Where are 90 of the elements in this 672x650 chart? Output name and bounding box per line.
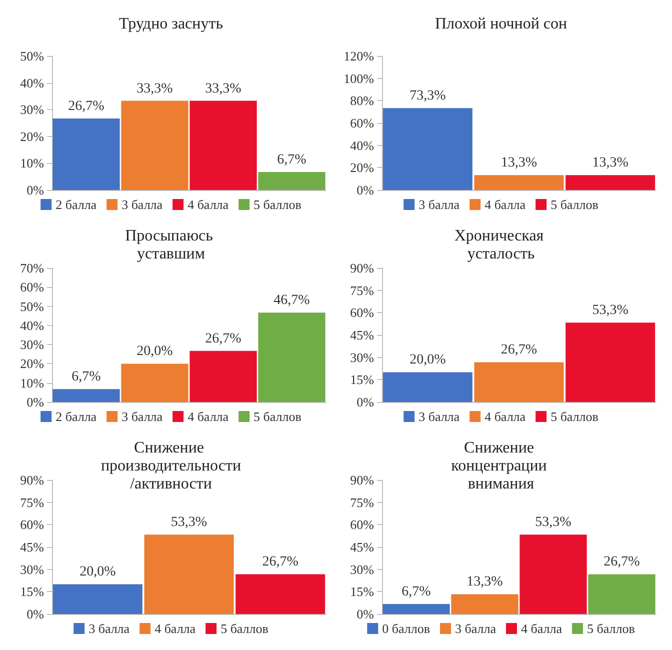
- y-tick-label: 40%: [20, 318, 44, 333]
- legend-label: 3 балла: [122, 197, 163, 212]
- y-tick-label: 60%: [350, 517, 374, 532]
- y-tick-label: 0%: [26, 394, 44, 410]
- chart-title: Хроническая усталость: [454, 228, 548, 262]
- y-tick-label: 75%: [20, 494, 44, 510]
- data-label: 20,0%: [136, 344, 174, 360]
- y-tick-label: 70%: [20, 260, 44, 276]
- y-tick-label: 0%: [356, 606, 374, 622]
- y-tick-label: 75%: [350, 282, 374, 298]
- y-tick-label: 15%: [20, 584, 44, 600]
- y-tick-label: 0%: [26, 182, 44, 198]
- y-tick-label: 45%: [350, 328, 374, 342]
- data-label: 73,3%: [410, 88, 446, 104]
- legend-label: 4 балла: [484, 409, 526, 424]
- chart-title: Снижение производительности/активности: [100, 440, 242, 492]
- data-label: 26,7%: [262, 554, 299, 570]
- data-label: 53,3%: [592, 303, 629, 318]
- y-tick-label: 10%: [20, 156, 44, 171]
- chart-title: Трудно заснуть: [118, 16, 224, 32]
- legend-label: 2 балла: [56, 409, 97, 424]
- y-tick-label: 40%: [20, 75, 44, 90]
- y-tick-label: 30%: [20, 562, 44, 577]
- data-label: 6,7%: [402, 584, 432, 600]
- y-tick-label: 90%: [20, 472, 44, 488]
- legend-label: 3 балла: [88, 621, 130, 636]
- data-label: 13,3%: [500, 156, 538, 171]
- y-tick-label: 15%: [350, 372, 374, 388]
- legend-label: 4 балла: [521, 621, 562, 636]
- y-tick-label: 0%: [356, 182, 374, 198]
- legend-label: 0 баллов: [382, 621, 430, 636]
- y-tick-label: 75%: [350, 494, 374, 510]
- chart-title: Плохой ночной сон: [434, 16, 568, 32]
- legend-label: 3 балла: [122, 409, 163, 424]
- y-tick-label: 50%: [20, 48, 44, 64]
- legend-label: 3 балла: [418, 197, 460, 212]
- legend-label: 2 балла: [56, 197, 97, 212]
- data-label: 26,7%: [604, 554, 640, 570]
- data-label: 33,3%: [136, 81, 174, 96]
- legend-label: 3 балла: [455, 621, 496, 636]
- data-label: 26,7%: [205, 331, 242, 346]
- y-tick-label: 40%: [350, 138, 374, 153]
- data-label: 26,7%: [68, 98, 105, 114]
- legend-label: 4 балла: [188, 197, 229, 212]
- legend-label: 5 баллов: [586, 621, 635, 636]
- chart-title: Снижение концентрации внимания: [451, 440, 551, 492]
- legend-label: 5 баллов: [550, 197, 598, 212]
- legend-label: 4 балла: [188, 409, 229, 424]
- y-tick-label: 90%: [350, 260, 374, 276]
- y-tick-label: 10%: [20, 375, 44, 390]
- y-tick-label: 80%: [350, 93, 374, 108]
- legend-label: 5 баллов: [254, 409, 302, 424]
- y-tick-label: 60%: [350, 305, 374, 320]
- legend-label: 5 баллов: [550, 409, 598, 424]
- data-label: 26,7%: [500, 342, 538, 358]
- y-tick-label: 20%: [20, 356, 44, 372]
- y-tick-label: 0%: [356, 394, 374, 410]
- data-label: 20,0%: [80, 564, 116, 580]
- y-tick-label: 30%: [20, 337, 44, 352]
- y-tick-label: 20%: [350, 160, 374, 176]
- y-tick-label: 45%: [350, 540, 374, 554]
- y-tick-label: 60%: [20, 517, 44, 532]
- chart-title: Просыпаюсь уставшим: [125, 228, 217, 262]
- y-tick-label: 120%: [344, 48, 374, 64]
- legend-label: 4 балла: [484, 197, 526, 212]
- data-label: 13,3%: [466, 574, 504, 590]
- y-tick-label: 30%: [350, 562, 374, 577]
- data-label: 20,0%: [410, 352, 446, 368]
- data-label: 33,3%: [205, 81, 242, 96]
- y-tick-label: 60%: [20, 280, 44, 295]
- y-tick-label: 60%: [350, 116, 374, 130]
- data-label: 13,3%: [592, 156, 629, 171]
- data-label: 53,3%: [170, 515, 208, 530]
- y-tick-label: 45%: [20, 540, 44, 554]
- legend-label: 5 баллов: [220, 621, 268, 636]
- y-tick-label: 100%: [344, 70, 374, 86]
- legend-label: 4 балла: [154, 621, 196, 636]
- y-tick-label: 20%: [20, 128, 44, 144]
- y-tick-label: 50%: [20, 298, 44, 314]
- legend-label: 3 балла: [418, 409, 460, 424]
- data-label: 6,7%: [277, 152, 307, 168]
- y-tick-label: 30%: [20, 102, 44, 118]
- data-label: 46,7%: [274, 293, 310, 308]
- y-tick-label: 15%: [350, 584, 374, 600]
- legend-label: 5 баллов: [254, 197, 302, 212]
- y-tick-label: 0%: [26, 606, 44, 622]
- data-label: 53,3%: [535, 515, 572, 530]
- y-tick-label: 90%: [350, 472, 374, 488]
- y-tick-label: 30%: [350, 350, 374, 365]
- data-label: 6,7%: [72, 370, 102, 385]
